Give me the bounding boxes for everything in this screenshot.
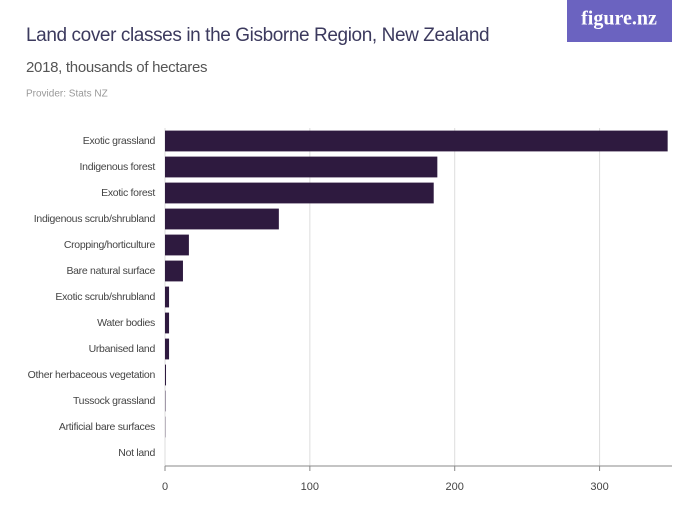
- bar: [165, 156, 438, 178]
- source: Provider: Stats NZ: [26, 89, 108, 100]
- x-tick-label: 200: [446, 481, 464, 493]
- bar: [165, 286, 170, 308]
- y-tick-label: Exotic grassland: [83, 135, 156, 147]
- y-tick-label: Not land: [118, 447, 155, 459]
- y-tick-label: Other herbaceous vegetation: [28, 369, 156, 381]
- x-tick-label: 300: [590, 481, 608, 493]
- y-tick-label: Exotic forest: [101, 187, 155, 199]
- x-tick-label: 0: [162, 481, 168, 493]
- logo[interactable]: figure.nz: [581, 8, 657, 30]
- chart-title: Land cover classes in the Gisborne Regio…: [26, 25, 489, 46]
- y-tick-label: Exotic scrub/shrubland: [55, 291, 155, 303]
- bar: [165, 312, 170, 334]
- y-tick-label: Bare natural surface: [66, 265, 155, 277]
- bar: [165, 130, 668, 152]
- logo-box[interactable]: [567, 0, 672, 42]
- y-tick-label: Tussock grassland: [73, 395, 156, 407]
- y-tick-label: Urbanised land: [89, 343, 156, 355]
- bar: [165, 260, 183, 282]
- y-tick-label: Indigenous forest: [80, 161, 156, 173]
- y-tick-label: Water bodies: [97, 317, 155, 329]
- bar: [165, 364, 167, 386]
- y-tick-label: Indigenous scrub/shrubland: [34, 213, 156, 225]
- bar: [165, 234, 189, 256]
- y-tick-label: Artificial bare surfaces: [59, 421, 155, 433]
- y-tick-label: Cropping/horticulture: [64, 239, 156, 251]
- bar: [165, 208, 279, 230]
- bar: [165, 338, 170, 360]
- x-tick-label: 100: [301, 481, 319, 493]
- bar: [165, 182, 434, 204]
- chart-subtitle: 2018, thousands of hectares: [26, 59, 207, 76]
